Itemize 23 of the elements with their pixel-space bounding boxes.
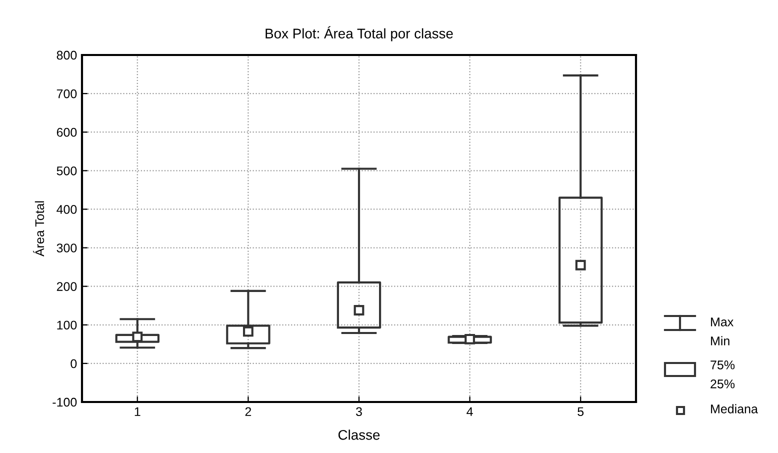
x-tick-label: 4 [466,407,473,416]
x-tick-label: 5 [578,407,584,416]
text: 75% [710,360,735,370]
y-tick-label: 400 [56,205,77,214]
y-tick-label: 500 [56,166,77,176]
y-tick-label: 600 [56,128,77,137]
x-tick-label: 1 [134,407,140,416]
y-tick-label: -100 [52,398,77,407]
chart-title: Box Plot: Área Total por classe [266,26,453,42]
y-tick-label: 800 [56,50,77,60]
y-axis-title: Área Total [33,201,44,256]
y-tick-label: 700 [56,89,77,98]
y-tick-label: 200 [56,282,77,291]
x-tick-label: 3 [356,407,362,416]
text: 25% [710,380,735,388]
y-tick-label: 300 [56,244,77,252]
text: Min [711,336,730,346]
y-tick-label: 0 [70,359,77,368]
x-tick-label: 2 [245,407,252,416]
y-tick-label: 100 [57,320,77,330]
text: Mediana [711,404,758,414]
text: Max [711,318,734,326]
x-axis-title: Classe [338,430,380,440]
